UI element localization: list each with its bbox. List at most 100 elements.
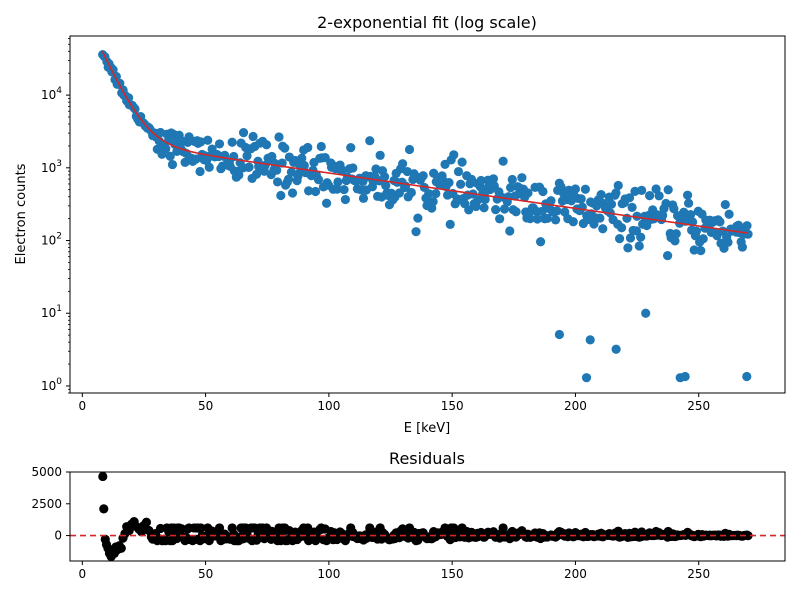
x-tick-label: 200 — [564, 567, 587, 581]
data-point — [321, 198, 332, 208]
main-plot-frame — [69, 35, 786, 394]
data-point — [272, 165, 282, 175]
data-point — [715, 217, 725, 227]
data-point — [742, 221, 752, 231]
data-point — [204, 162, 214, 172]
data-point — [627, 202, 637, 213]
data-point — [551, 215, 561, 225]
data-point — [532, 214, 542, 224]
residuals-plot-frame — [69, 471, 786, 562]
data-point — [606, 199, 617, 209]
data-point — [669, 204, 679, 214]
data-point — [456, 179, 466, 189]
data-point — [404, 144, 415, 155]
data-point — [632, 211, 642, 221]
residual-point — [99, 504, 109, 514]
data-point — [244, 162, 254, 172]
data-point — [272, 177, 283, 187]
data-point — [536, 237, 546, 247]
data-point — [203, 135, 213, 145]
x-tick-label: 0 — [79, 567, 87, 581]
data-point — [346, 143, 356, 153]
data-point — [654, 191, 664, 201]
outlier-point — [742, 371, 752, 382]
data-point — [365, 136, 375, 146]
data-point — [304, 186, 314, 196]
data-point — [685, 210, 696, 220]
residual-point — [141, 517, 152, 527]
x-tick-label: 250 — [687, 567, 710, 581]
outlier-point — [611, 344, 621, 354]
data-point — [670, 236, 680, 246]
outlier-point — [585, 335, 595, 345]
outlier-point — [554, 329, 565, 340]
x-tick-label: 0 — [79, 399, 87, 413]
data-point — [333, 177, 343, 187]
data-point — [696, 245, 706, 256]
data-point — [449, 150, 459, 160]
data-point — [538, 186, 548, 197]
data-point — [444, 178, 454, 188]
data-point — [297, 153, 307, 163]
data-point — [663, 185, 673, 195]
data-point — [737, 242, 747, 252]
residuals-x-ticks: 0 50 100 150 200 250 — [79, 561, 710, 581]
data-point — [337, 165, 348, 175]
residuals-chart-marks — [70, 472, 785, 561]
data-point — [552, 206, 562, 216]
data-point — [248, 131, 258, 142]
data-point — [546, 196, 556, 206]
data-point — [457, 157, 467, 167]
data-point — [598, 224, 608, 234]
data-point — [525, 214, 535, 224]
data-point — [196, 137, 206, 147]
x-tick-label: 200 — [564, 399, 587, 413]
data-point — [358, 193, 369, 203]
data-point — [624, 193, 635, 203]
residual-point — [498, 523, 508, 533]
data-point — [274, 132, 284, 142]
residuals-chart: Residuals 0 50 100 150 200 250 0 2500 5000 — [31, 449, 786, 581]
main-chart: 2-exponential fit (log scale) 0 50 100 150 2… — [14, 13, 786, 436]
data-point — [683, 190, 693, 200]
x-tick-label: 150 — [441, 399, 464, 413]
data-point — [283, 174, 294, 184]
data-point — [234, 170, 244, 180]
data-point — [691, 226, 702, 236]
residual-point — [98, 472, 108, 482]
y-tick-label: 104 — [41, 86, 62, 102]
data-point — [542, 213, 552, 223]
x-tick-label: 50 — [198, 399, 213, 413]
main-x-ticks: 0 50 100 150 200 250 — [79, 393, 710, 413]
data-point — [413, 213, 423, 223]
data-point — [238, 127, 249, 138]
data-point — [381, 181, 391, 191]
data-point — [303, 142, 313, 153]
data-point — [613, 180, 623, 191]
data-point — [313, 175, 324, 185]
residual-point — [116, 543, 126, 553]
data-point — [596, 190, 606, 200]
data-point — [453, 166, 464, 177]
data-point — [684, 198, 694, 208]
data-point — [242, 151, 252, 161]
data-point — [411, 227, 421, 237]
data-point — [523, 188, 533, 198]
data-point — [473, 195, 483, 205]
y-tick-label: 103 — [41, 159, 62, 175]
data-point — [195, 166, 205, 177]
data-point — [506, 183, 516, 193]
data-point — [663, 250, 673, 261]
data-point — [623, 243, 633, 253]
data-point — [651, 184, 661, 194]
data-point — [570, 184, 581, 194]
data-point — [491, 205, 501, 215]
data-point — [568, 217, 578, 227]
data-point — [379, 172, 390, 182]
data-point — [698, 234, 708, 244]
data-point — [671, 229, 681, 239]
data-point — [375, 150, 385, 160]
data-point — [165, 151, 175, 161]
x-tick-label: 150 — [441, 567, 464, 581]
x-tick-label: 250 — [687, 399, 710, 413]
